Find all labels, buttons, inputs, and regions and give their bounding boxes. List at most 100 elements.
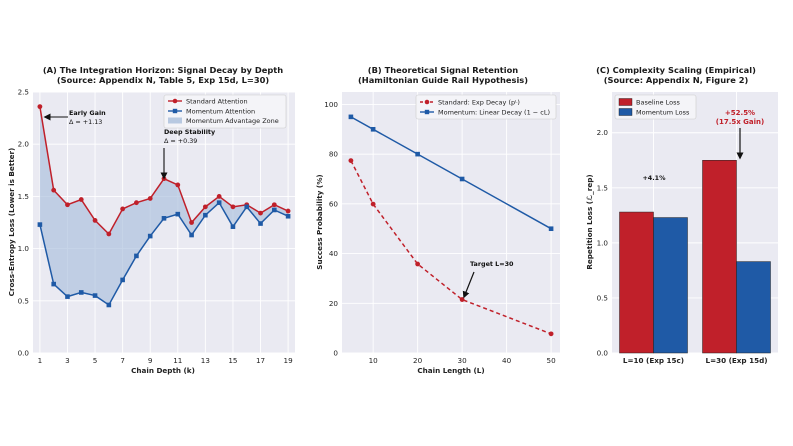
bar-momentum [653, 217, 688, 354]
panel-c-ytick: 0.0 [597, 349, 609, 358]
panel-b-point-exp [459, 297, 465, 302]
panel-c-ytick: 0.5 [597, 293, 608, 302]
deep-stability-delta: Δ = +0.39 [164, 137, 197, 145]
panel-a-point-standard [92, 218, 98, 223]
momentum-advantage-zone [39, 106, 289, 305]
gain-l30-sub: (17.5x Gain) [716, 118, 764, 126]
panel-b-xtick: 40 [502, 356, 512, 365]
panel-c-title: (C) Complexity Scaling (Empirical) [596, 65, 756, 75]
panel-a-point-momentum [37, 222, 43, 227]
panel-a-point-standard [285, 208, 291, 214]
panel-b-point-exp [548, 331, 554, 337]
panel-a-point-momentum [258, 221, 263, 226]
legend-advantage-zone: Momentum Advantage Zone [186, 117, 279, 125]
panel-b-point-linear [548, 226, 554, 232]
panel-b-ytick: 20 [329, 299, 339, 308]
panel-a-xtick: 7 [120, 356, 125, 365]
target-arrow [462, 271, 475, 299]
panel-a-point-standard [51, 187, 57, 193]
legend-standard-attention: Standard Attention [186, 98, 248, 106]
gain-l10-label: +4.1% [642, 174, 666, 182]
panel-a-point-standard [65, 202, 70, 208]
panel-b-ytick: 40 [329, 249, 339, 258]
panel-a-point-momentum [134, 253, 139, 259]
panel-a-legend: Standard Attention Momentum Attention Mo… [163, 94, 287, 129]
panel-c: (C) Complexity Scaling (Empirical) (Sour… [585, 65, 778, 365]
legend-fill-swatch [168, 117, 182, 124]
bar-baseline [702, 160, 737, 354]
panel-a-point-momentum [78, 290, 84, 295]
panel-b-legend: Standard: Exp Decay (pᴸ) Momentum: Linea… [415, 94, 557, 120]
panel-a-title: (A) The Integration Horizon: Signal Deca… [43, 65, 283, 75]
legend-marker-standard [172, 98, 178, 104]
panel-b-point-exp [415, 261, 421, 267]
panel-a-xtick: 3 [65, 356, 70, 365]
panel-c-ytick: 1.5 [597, 183, 608, 192]
panel-a-xtick: 17 [256, 356, 265, 365]
legend-marker-linear [424, 109, 430, 115]
panel-a-point-standard [216, 194, 222, 199]
gain-l30-label: +52.5% [725, 109, 755, 117]
panel-a-ytick: 0.5 [18, 296, 29, 305]
early-gain-title: Early Gain [69, 109, 106, 117]
legend-marker-momentum [172, 108, 178, 114]
panel-c-subtitle: (Source: Appendix N, Figure 2) [604, 75, 749, 85]
panel-b-ytick: 60 [329, 199, 339, 208]
panel-c-ytick: 1.0 [597, 238, 609, 247]
panel-b-xtick: 50 [547, 356, 557, 365]
panel-a-point-momentum [244, 204, 250, 210]
panel-a-point-momentum [65, 294, 70, 299]
panel-a-subtitle: (Source: Appendix N, Table 5, Exp 15d, L… [57, 75, 270, 85]
bar-momentum [736, 261, 771, 354]
panel-a-xtick: 19 [284, 356, 294, 365]
panel-a-ytick: 0.0 [18, 349, 30, 358]
panel-a-point-standard [230, 204, 236, 210]
panel-a-point-momentum [147, 233, 153, 239]
legend-baseline-loss: Baseline Loss [636, 99, 680, 107]
panel-b-series-line [350, 160, 552, 335]
panel-b-point-exp [348, 158, 354, 164]
panel-b-xtick: 10 [369, 356, 379, 365]
panel-b-xtick: 30 [458, 356, 468, 365]
panel-a-xtick: 11 [173, 356, 182, 365]
panel-a-point-momentum [189, 232, 194, 238]
panel-a-point-standard [189, 220, 194, 225]
panel-a-ytick: 1.5 [18, 192, 29, 201]
panel-a-xtick: 5 [93, 356, 98, 365]
bar-baseline [619, 211, 654, 354]
panel-a-xtick: 9 [148, 356, 153, 365]
panel-b-point-exp [370, 201, 376, 207]
panel-b-point-linear [370, 126, 376, 132]
panel-a-point-standard [202, 204, 208, 210]
panel-a-point-momentum [216, 200, 222, 205]
legend-swatch-momentum [618, 108, 633, 116]
panel-a-point-momentum [203, 212, 208, 218]
panel-a-point-standard [120, 206, 126, 212]
panel-a-ytick: 1.0 [18, 244, 30, 253]
panel-a-point-standard [175, 182, 181, 188]
panel-b-title: (B) Theoretical Signal Retention [368, 65, 518, 75]
panel-a-ytick: 2.0 [18, 140, 30, 149]
panel-a-point-standard [147, 196, 153, 201]
panel-a-point-momentum [161, 216, 167, 221]
panel-a-point-momentum [106, 302, 112, 308]
legend-exp-decay: Standard: Exp Decay (pᴸ) [438, 99, 520, 107]
panel-b-xlabel: Chain Length (L) [417, 366, 484, 375]
panel-b-subtitle: (Hamiltonian Guide Rail Hypothesis) [358, 75, 528, 85]
panel-b-xtick: 20 [413, 356, 423, 365]
panel-b-point-linear [415, 151, 420, 157]
panel-a-point-momentum [285, 213, 291, 219]
legend-marker-exp [424, 99, 430, 105]
panel-b-ytick: 0 [333, 349, 338, 358]
legend-swatch-baseline [618, 98, 633, 106]
panel-b-ytick: 100 [324, 100, 338, 109]
panel-a: (A) The Integration Horizon: Signal Deca… [7, 65, 295, 375]
panel-c-ylabel: Repetition Loss (ℒ_rep) [585, 174, 594, 269]
panel-a-ylabel: Cross-Entropy Loss (Lower is Better) [7, 148, 16, 297]
legend-momentum-attention: Momentum Attention [186, 108, 255, 116]
panel-a-point-momentum [230, 224, 236, 229]
panel-a-xtick: 15 [228, 356, 237, 365]
panel-a-point-momentum [120, 277, 125, 283]
panel-a-point-standard [258, 210, 263, 216]
